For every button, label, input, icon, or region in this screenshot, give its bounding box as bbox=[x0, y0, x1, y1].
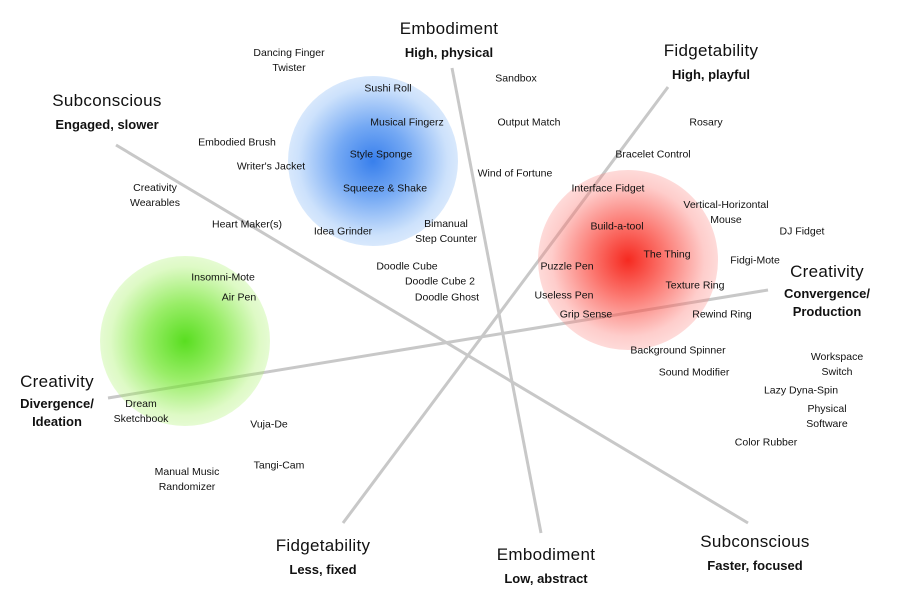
concept-label-manual-music-randomizer: Manual Music Randomizer bbox=[154, 466, 220, 493]
subconscious-axis-line bbox=[115, 143, 749, 525]
concept-label-dream-sketchbook: Dream Sketchbook bbox=[113, 398, 169, 425]
axis-title: Subconscious bbox=[52, 91, 162, 110]
concept-label-background-spinner: Background Spinner bbox=[630, 344, 726, 357]
concept-label-texture-ring: Texture Ring bbox=[665, 279, 725, 292]
concept-label-vuja-de: Vuja-De bbox=[250, 418, 288, 431]
axis-title: Fidgetability bbox=[275, 536, 371, 555]
concept-label-style-sponge: Style Sponge bbox=[349, 148, 413, 161]
concept-label-insomni-mote: Insomni-Mote bbox=[191, 271, 255, 284]
concept-label-doodle-ghost: Doodle Ghost bbox=[414, 291, 480, 304]
concept-label-physical-software: Physical Software bbox=[806, 403, 848, 430]
concept-label-squeeze-and-shake: Squeeze & Shake bbox=[342, 182, 428, 195]
concept-label-workspace-switch: Workspace Switch bbox=[810, 351, 864, 378]
blue-cluster-blob bbox=[288, 76, 458, 246]
concept-label-dancing-finger-twister: Dancing Finger Twister bbox=[253, 47, 325, 74]
concept-label-rosary: Rosary bbox=[689, 116, 723, 129]
concept-label-sandbox: Sandbox bbox=[495, 72, 537, 85]
embodiment-axis-line bbox=[450, 67, 543, 534]
concept-label-bracelet-control: Bracelet Control bbox=[615, 148, 691, 161]
concept-label-sushi-roll: Sushi Roll bbox=[364, 82, 412, 95]
axis-subtitle: High, playful bbox=[672, 67, 750, 82]
axis-subtitle: Divergence/ Ideation bbox=[20, 396, 94, 429]
axis-title: Embodiment bbox=[496, 545, 596, 564]
concept-label-sound-modifier: Sound Modifier bbox=[658, 366, 730, 379]
axis-title: Creativity bbox=[790, 262, 864, 281]
concept-label-puzzle-pen: Puzzle Pen bbox=[540, 260, 594, 273]
axis-subtitle: Convergence/ Production bbox=[784, 286, 870, 319]
axis-label-subconscious-slow: Subconscious Engaged, slower bbox=[52, 91, 161, 132]
axis-title: Embodiment bbox=[399, 19, 499, 38]
concept-label-rewind-ring: Rewind Ring bbox=[692, 308, 752, 321]
axis-label-creativity-divergence: Creativity Divergence/ Ideation bbox=[20, 372, 94, 431]
axis-title: Creativity bbox=[20, 372, 94, 391]
concept-label-doodle-cube-2: Doodle Cube 2 bbox=[404, 275, 476, 288]
concept-label-musical-fingerz: Musical Fingerz bbox=[370, 116, 444, 129]
axis-title: Fidgetability bbox=[663, 41, 759, 60]
axis-subtitle: Faster, focused bbox=[707, 558, 803, 573]
concept-label-air-pen: Air Pen bbox=[221, 291, 257, 304]
concept-label-fidgi-mote: Fidgi-Mote bbox=[730, 254, 780, 267]
axis-subtitle: Less, fixed bbox=[289, 562, 357, 577]
axis-label-fidgetability-high: Fidgetability High, playful bbox=[664, 41, 759, 82]
concept-label-doodle-cube: Doodle Cube bbox=[376, 260, 438, 273]
concept-label-creativity-wearables: Creativity Wearables bbox=[130, 182, 180, 209]
concept-label-build-a-tool: Build-a-tool bbox=[590, 220, 644, 233]
concept-label-wind-of-fortune: Wind of Fortune bbox=[477, 167, 553, 180]
axis-label-embodiment-low: Embodiment Low, abstract bbox=[497, 545, 595, 586]
axis-label-creativity-convergence: Creativity Convergence/ Production bbox=[784, 262, 870, 321]
concept-label-the-thing: The Thing bbox=[643, 248, 691, 261]
concept-label-color-rubber: Color Rubber bbox=[734, 436, 798, 449]
fidgetability-axis-line bbox=[341, 86, 670, 524]
concept-label-heart-makers: Heart Maker(s) bbox=[211, 218, 283, 231]
concept-label-idea-grinder: Idea Grinder bbox=[313, 225, 373, 238]
concept-label-output-match: Output Match bbox=[497, 116, 561, 129]
concept-label-lazy-dyna-spin: Lazy Dyna-Spin bbox=[763, 384, 839, 397]
axis-label-fidgetability-low: Fidgetability Less, fixed bbox=[276, 536, 371, 577]
concept-label-interface-fidget: Interface Fidget bbox=[571, 182, 645, 195]
red-cluster-blob bbox=[538, 170, 718, 350]
axis-label-embodiment-high: Embodiment High, physical bbox=[400, 19, 498, 60]
concept-label-bimanual-step-counter: Bimanual Step Counter bbox=[415, 218, 477, 245]
concept-label-embodied-brush: Embodied Brush bbox=[198, 136, 276, 149]
axis-title: Subconscious bbox=[700, 532, 810, 551]
concept-label-writers-jacket: Writer's Jacket bbox=[236, 160, 306, 173]
concept-label-tangi-cam: Tangi-Cam bbox=[253, 459, 305, 472]
concept-label-dj-fidget: DJ Fidget bbox=[779, 225, 825, 238]
concept-label-useless-pen: Useless Pen bbox=[534, 289, 594, 302]
green-cluster-blob bbox=[100, 256, 270, 426]
concept-label-grip-sense: Grip Sense bbox=[559, 308, 613, 321]
axis-subtitle: Engaged, slower bbox=[55, 117, 159, 132]
concept-label-vertical-horizontal-mouse: Vertical-Horizontal Mouse bbox=[683, 199, 769, 226]
axis-subtitle: Low, abstract bbox=[504, 571, 588, 586]
axis-subtitle: High, physical bbox=[404, 45, 494, 60]
axis-label-subconscious-fast: Subconscious Faster, focused bbox=[700, 532, 809, 573]
